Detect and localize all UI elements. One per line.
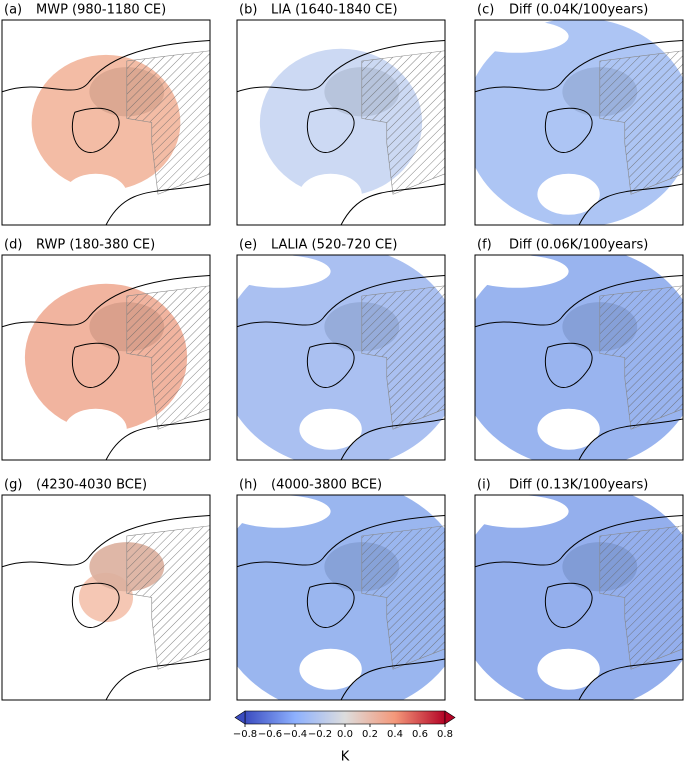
- panel-title: Diff (0.13K/100years): [509, 478, 648, 493]
- coastline: [2, 275, 210, 460]
- panel-label: (b): [239, 3, 257, 18]
- colorbar-label: K: [341, 750, 350, 765]
- coastline: [237, 40, 445, 225]
- panel-title: Diff (0.06K/100years): [509, 238, 648, 253]
- map-panel: [1, 254, 211, 461]
- hatched-region: [126, 50, 210, 195]
- colorbar-tick-label: −0.4: [283, 729, 307, 740]
- map-panel: [236, 494, 446, 701]
- panel-title: (4000-3800 BCE): [271, 478, 382, 493]
- panel-label: (e): [239, 238, 257, 253]
- panel-title: MWP (980-1180 CE): [36, 3, 166, 18]
- hatched-region: [361, 50, 445, 195]
- no-signal: [2, 255, 96, 288]
- no-signal: [299, 408, 362, 450]
- no-signal: [64, 648, 127, 690]
- map-panel: [236, 254, 446, 461]
- colorbar-tick-label: −0.6: [258, 729, 282, 740]
- map-frame: [474, 19, 684, 226]
- hatched-region: [599, 525, 683, 670]
- hatched-region: [361, 285, 445, 430]
- colorbar-extend-high: [444, 710, 456, 725]
- map-fill: [2, 255, 210, 460]
- panel-title: LIA (1640-1840 CE): [271, 3, 398, 18]
- map-fill: [475, 20, 683, 225]
- panel-title: Diff (0.04K/100years): [509, 3, 648, 18]
- map-frame: [474, 494, 684, 701]
- coastline: [2, 40, 210, 225]
- map-frame: [1, 19, 211, 226]
- colorbar: −0.8 −0.6 −0.4 −0.2 0.0 0.2 0.4 0.6 0.8 K: [233, 710, 456, 765]
- no-signal: [537, 648, 600, 690]
- map-panel: [474, 254, 684, 461]
- panel-label: (c): [477, 3, 494, 18]
- colorbar-extend-low: [234, 710, 246, 725]
- map-frame: [474, 254, 684, 461]
- colorbar-tick-label: −0.8: [233, 729, 257, 740]
- no-signal: [475, 20, 569, 53]
- map-panel: [474, 19, 684, 226]
- panel-title: (4230-4030 BCE): [36, 478, 147, 493]
- map-frame: [236, 494, 446, 701]
- map-panel: [1, 19, 211, 226]
- panel-label: (g): [4, 478, 22, 493]
- coastline: [237, 515, 445, 700]
- map-fill: [237, 495, 445, 700]
- panel-label: (i): [477, 478, 491, 493]
- no-signal: [237, 255, 331, 288]
- no-signal: [64, 173, 127, 215]
- map-fill: [237, 20, 445, 225]
- panel-label: (f): [477, 238, 492, 253]
- map-panel: [236, 19, 446, 226]
- colorbar-tick-label: 0.2: [362, 729, 378, 740]
- map-fill: [475, 255, 683, 460]
- panel-title: LALIA (520-720 CE): [271, 238, 397, 253]
- panel-title: RWP (180-380 CE): [36, 238, 155, 253]
- colorbar-body: [244, 710, 446, 725]
- no-signal: [299, 648, 362, 690]
- no-signal: [237, 20, 331, 53]
- no-signal: [475, 495, 569, 528]
- panel-label: (a): [4, 3, 22, 18]
- colorbar-tick-label: −0.2: [308, 729, 332, 740]
- map-panel: [474, 494, 684, 701]
- panel-label: (h): [239, 478, 257, 493]
- coastline: [237, 275, 445, 460]
- coastline: [2, 515, 210, 700]
- no-signal: [2, 495, 96, 528]
- map-frame: [1, 494, 211, 701]
- hatched-region: [599, 50, 683, 195]
- map-fill: [2, 495, 210, 700]
- no-signal: [2, 20, 96, 53]
- panel-label: (d): [4, 238, 22, 253]
- coastline: [475, 40, 683, 225]
- map-frame: [236, 19, 446, 226]
- map-frame: [236, 254, 446, 461]
- no-signal: [537, 408, 600, 450]
- colorbar-tick-label: 0.0: [337, 729, 353, 740]
- map-fill: [237, 255, 445, 460]
- colorbar-tick-label: 0.6: [412, 729, 428, 740]
- no-signal: [299, 173, 362, 215]
- map-fill: [475, 495, 683, 700]
- colorbar-tick-label: 0.8: [437, 729, 453, 740]
- no-signal: [237, 495, 331, 528]
- coastline: [475, 275, 683, 460]
- map-fill: [2, 20, 210, 225]
- no-signal: [537, 173, 600, 215]
- hatched-region: [126, 525, 210, 670]
- coastline: [475, 515, 683, 700]
- hatched-region: [361, 525, 445, 670]
- hatched-region: [599, 285, 683, 430]
- map-panel: [1, 494, 211, 701]
- colorbar-tick-label: 0.4: [387, 729, 403, 740]
- no-signal: [475, 255, 569, 288]
- map-frame: [1, 254, 211, 461]
- hatched-region: [126, 285, 210, 430]
- no-signal: [64, 408, 127, 450]
